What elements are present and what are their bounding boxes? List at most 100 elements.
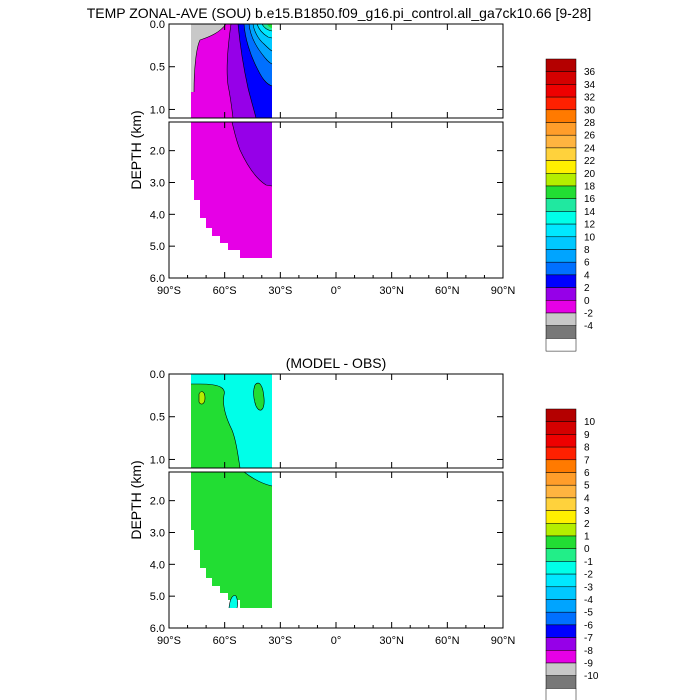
colorbar-label: -6 <box>584 620 593 631</box>
y-tick-label: 0.0 <box>150 19 165 31</box>
contour-lines-bottom-deep <box>228 471 273 609</box>
x-tick-label: 30°S <box>268 635 292 647</box>
y-tick-label: 4.0 <box>150 209 165 221</box>
colorbar-swatch <box>545 523 577 537</box>
colorbar-swatch <box>545 688 577 700</box>
colorbar-swatch <box>545 58 577 72</box>
y-tick-label: 0.5 <box>150 412 165 424</box>
colorbar-label: 18 <box>584 182 596 193</box>
colorbar-label: 9 <box>584 430 590 441</box>
colorbar-swatch <box>545 548 577 562</box>
colorbar-label: -8 <box>584 646 593 657</box>
colorbar-swatch <box>545 287 577 301</box>
x-tick-label: 90°N <box>491 635 516 647</box>
chart-subtitle: (MODEL - OBS) <box>286 355 387 371</box>
x-tick-label: 60°S <box>213 635 237 647</box>
colorbar-swatch <box>545 662 577 676</box>
colorbar-swatch <box>545 300 577 314</box>
y-axis-label: DEPTH (km) <box>128 460 144 539</box>
x-tick-label: 90°S <box>157 635 181 647</box>
colorbar-label: 0 <box>584 544 590 555</box>
top-plot: 90°S 60°S 30°S 0° 30°N 60°N 90°N 0.0 0.5 1.0 2.0 3.… <box>128 19 515 297</box>
y-tick-label: 1.0 <box>150 104 165 116</box>
colorbar-swatch <box>545 650 577 664</box>
colorbar-swatch <box>545 510 577 524</box>
fill-neg2-to-0 <box>191 24 226 92</box>
colorbar-swatch <box>545 624 577 638</box>
colorbar-label: -5 <box>584 608 593 619</box>
colorbar-label: 2 <box>584 283 590 294</box>
colorbar-swatch <box>545 249 577 263</box>
x-tick-label: 90°S <box>157 285 181 297</box>
x-tick-label: 60°N <box>435 635 460 647</box>
chart-title: TEMP ZONAL-AVE (SOU) b.e15.B1850.f09_g16… <box>87 5 592 21</box>
colorbar-label: -10 <box>584 671 599 682</box>
x-tick-label: 30°N <box>379 635 404 647</box>
colorbar-label: 2 <box>584 519 590 530</box>
colorbar-label: 6 <box>584 258 590 269</box>
colorbar-label: 8 <box>584 245 590 256</box>
x-tick-label: 60°S <box>213 285 237 297</box>
contour-lines-top-deep <box>231 121 273 187</box>
colorbar-label: 7 <box>584 455 590 466</box>
y-tick-label: 3.0 <box>150 527 165 539</box>
top-upper-fill <box>191 23 273 119</box>
colorbar-swatch <box>545 71 577 85</box>
colorbar-swatch <box>545 160 577 174</box>
colorbar-swatch <box>545 459 577 473</box>
y-tick-label: 2.0 <box>150 146 165 158</box>
colorbar-swatch <box>545 325 577 339</box>
x-tick-label: 60°N <box>435 285 460 297</box>
colorbar-label: 26 <box>584 131 596 142</box>
top-lower-fill <box>191 121 273 258</box>
colorbar-label: 22 <box>584 156 596 167</box>
y-tick-label: 6.0 <box>150 273 165 285</box>
colorbar-swatch <box>545 211 577 225</box>
y-tick-label: 1.0 <box>150 454 165 466</box>
x-tick-label: 90°N <box>491 285 516 297</box>
colorbar-label: 1 <box>584 532 590 543</box>
colorbar-label: -4 <box>584 595 593 606</box>
y-tick-label: 5.0 <box>150 591 165 603</box>
colorbar-label: 5 <box>584 481 590 492</box>
fill-1-to-2-a <box>199 391 205 405</box>
colorbar-swatch <box>545 675 577 689</box>
fill-neg1-top-deep <box>244 472 272 486</box>
fill-1-to-2-b <box>253 383 265 411</box>
colorbar-label: 4 <box>584 493 590 504</box>
bottom-lower-fill <box>191 471 273 609</box>
colorbar-swatch <box>545 599 577 613</box>
y-tick-label: 6.0 <box>150 623 165 635</box>
colorbar-swatch <box>545 446 577 461</box>
colorbar-label: 36 <box>584 67 596 78</box>
colorbar-label: 4 <box>584 270 590 281</box>
colorbar-label: -2 <box>584 570 593 581</box>
colorbar-swatch <box>545 535 577 549</box>
colorbar-label: 24 <box>584 143 596 154</box>
colorbar-swatch <box>545 573 577 588</box>
y-tick-label: 2.0 <box>150 496 165 508</box>
colorbar-label: 12 <box>584 220 596 231</box>
colorbar-swatch <box>545 484 577 499</box>
colorbar-label: 32 <box>584 93 596 104</box>
colorbar-label: 16 <box>584 194 596 205</box>
y-tick-label: 0.0 <box>150 369 165 381</box>
colorbar-swatch <box>545 611 577 626</box>
colorbar-label: 0 <box>584 296 590 307</box>
top-axes: 90°S 60°S 30°S 0° 30°N 60°N 90°N 0.0 0.5 1.0 2.0 3.… <box>150 19 516 297</box>
bottom-upper-fill <box>191 374 272 469</box>
colorbar-swatch <box>545 338 577 352</box>
colorbar-label: 10 <box>584 232 596 243</box>
colorbar-swatch <box>545 261 577 276</box>
colorbar-label: -2 <box>584 309 593 320</box>
colorbar-label: 20 <box>584 169 596 180</box>
colorbar-swatch <box>545 109 577 123</box>
colorbar-swatch <box>545 274 577 288</box>
colorbar-label: -1 <box>584 557 593 568</box>
fill-16-to-18 <box>267 24 272 28</box>
colorbar-label: 3 <box>584 506 590 517</box>
colorbar-swatch <box>545 173 577 187</box>
colorbar-swatch <box>545 637 577 651</box>
